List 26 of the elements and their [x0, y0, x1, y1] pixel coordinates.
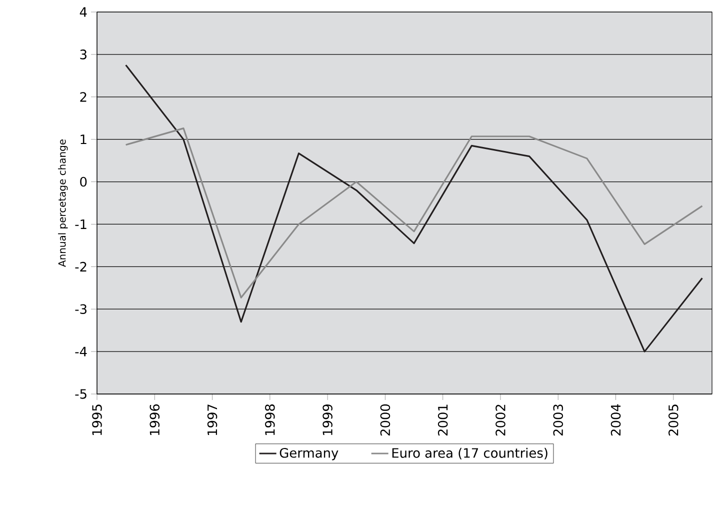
legend-label: Germany	[280, 448, 338, 460]
x-tick-label: 2005	[668, 404, 678, 436]
x-tick-label: 1995	[92, 404, 102, 436]
x-tick-label: 1998	[265, 404, 275, 436]
line-series	[125, 128, 704, 298]
y-tick-label: -2	[75, 262, 86, 272]
y-axis-title: Annual percetage change	[58, 139, 68, 267]
y-tick-label: -4	[75, 346, 87, 356]
y-tick-label: 4	[80, 7, 87, 17]
y-tick-label: 3	[80, 50, 86, 60]
y-tick-label: -5	[75, 389, 86, 399]
x-tick-label: 2000	[380, 404, 390, 436]
x-tick-label: 2001	[438, 404, 448, 436]
line-series	[125, 64, 704, 352]
y-tick-label: 2	[80, 92, 86, 102]
y-tick-label: -1	[75, 220, 86, 229]
x-tick-label: 1996	[150, 404, 160, 436]
x-tick-label: 1997	[207, 404, 218, 436]
x-tick-label: 2002	[496, 404, 506, 436]
y-tick-label: 1	[80, 134, 86, 144]
y-tick-label: 0	[80, 176, 87, 187]
x-tick-label: 1999	[322, 404, 332, 436]
legend-label: Euro area (17 countries)	[392, 448, 548, 460]
y-tick-label: -3	[75, 304, 86, 314]
x-tick-label: 2003	[553, 404, 564, 436]
x-tick-label: 2004	[610, 404, 621, 436]
